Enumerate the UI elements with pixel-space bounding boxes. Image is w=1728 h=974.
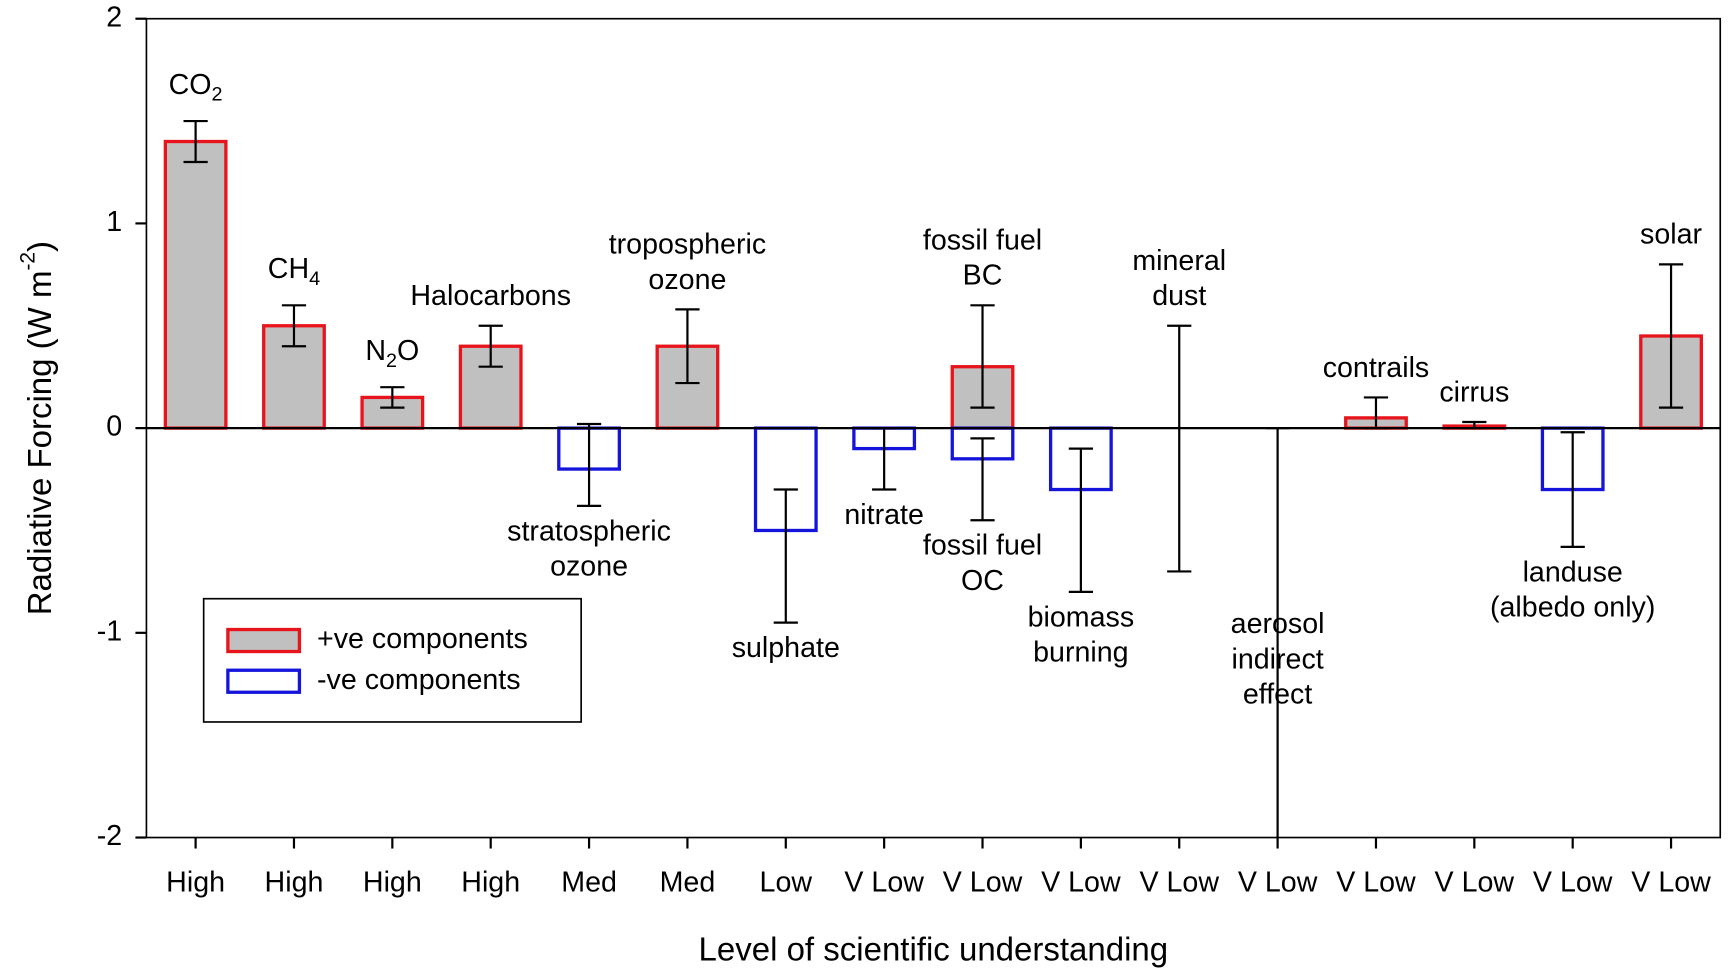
label-sub: 2: [212, 84, 223, 106]
x-tick-label: V Low: [1533, 866, 1613, 898]
bar-label: ozone: [648, 263, 726, 295]
bar-label: cirrus: [1439, 376, 1509, 408]
x-axis-label: Level of scientific understanding: [699, 931, 1169, 968]
bar-label: Halocarbons: [410, 280, 571, 312]
label-text: cirrus: [1439, 376, 1509, 408]
x-tick-label: High: [461, 866, 520, 898]
label-text: BC: [963, 259, 1003, 291]
label-text: burning: [1033, 636, 1128, 668]
label-text: CO: [169, 68, 212, 100]
label-text: tropospheric: [609, 228, 766, 260]
bar-label: contrails: [1323, 351, 1430, 383]
bar-label: CO2: [169, 68, 223, 106]
bar-label: ozone: [550, 550, 628, 582]
x-tick-label: V Low: [1041, 866, 1121, 898]
bar-label: stratospheric: [507, 515, 671, 547]
bar-label: sulphate: [732, 632, 840, 664]
label-text: OC: [961, 564, 1004, 596]
x-tick-label: V Low: [1631, 866, 1711, 898]
x-tick-label: Med: [660, 866, 716, 898]
y-axis-label: Radiative Forcing (W m-2): [16, 241, 57, 615]
y-tick-label: 1: [106, 206, 122, 238]
x-tick-label: High: [265, 866, 324, 898]
x-tick-label: Med: [561, 866, 617, 898]
bar-label: nitrate: [844, 499, 924, 531]
bar-label: aerosol: [1231, 608, 1325, 640]
label-text: solar: [1640, 218, 1702, 250]
bar-label: OC: [961, 564, 1004, 596]
bar-label: mineral: [1132, 244, 1226, 276]
x-tick-label: High: [363, 866, 422, 898]
x-tick-label: High: [166, 866, 225, 898]
label-text: stratospheric: [507, 515, 671, 547]
bar-label: solar: [1640, 218, 1702, 250]
label-text: contrails: [1323, 351, 1430, 383]
y-tick-label: 0: [106, 411, 122, 443]
bar-label: burning: [1033, 636, 1128, 668]
label-text: CH: [268, 253, 309, 285]
x-tick-label: V Low: [943, 866, 1023, 898]
legend-swatch: [226, 627, 302, 654]
label-text: nitrate: [844, 499, 924, 531]
bar-label: dust: [1152, 280, 1206, 312]
bar-label: tropospheric: [609, 228, 766, 260]
bar-label: N2O: [365, 335, 419, 373]
label-text: indirect: [1231, 643, 1323, 675]
label-after: O: [397, 335, 419, 367]
y-tick-label: 2: [106, 1, 122, 33]
bar-label: biomass: [1028, 601, 1135, 633]
label-text: (albedo only): [1490, 591, 1655, 623]
bar-label: BC: [963, 259, 1003, 291]
label-text: sulphate: [732, 632, 840, 664]
label-text: fossil fuel: [923, 224, 1042, 256]
x-tick-label: V Low: [1139, 866, 1219, 898]
label-text: landuse: [1523, 556, 1623, 588]
legend-swatch: [226, 668, 302, 694]
x-tick-label: V Low: [1336, 866, 1416, 898]
x-tick-label: V Low: [844, 866, 924, 898]
bar-label: fossil fuel: [923, 224, 1042, 256]
label-text: aerosol: [1231, 608, 1325, 640]
label-text: ozone: [648, 263, 726, 295]
bar-label: fossil fuel: [923, 529, 1042, 561]
legend-label: +ve components: [317, 623, 528, 655]
legend-box: [202, 597, 582, 723]
y-label-after: ): [21, 241, 58, 252]
bar-label: CH4: [268, 253, 320, 291]
label-sub: 2: [386, 350, 397, 372]
label-text: mineral: [1132, 244, 1226, 276]
bar-label: landuse: [1523, 556, 1623, 588]
label-text: ozone: [550, 550, 628, 582]
label-text: dust: [1152, 280, 1206, 312]
y-label-text: Radiative Forcing (W m: [21, 271, 58, 616]
bar-label: (albedo only): [1490, 591, 1655, 623]
label-text: N: [365, 335, 386, 367]
legend-label: -ve components: [317, 664, 521, 696]
label-text: effect: [1243, 678, 1313, 710]
label-text: biomass: [1028, 601, 1135, 633]
label-text: Halocarbons: [410, 280, 571, 312]
label-text: fossil fuel: [923, 529, 1042, 561]
label-sub: 4: [309, 268, 320, 290]
y-tick-label: -1: [97, 615, 122, 647]
x-tick-label: V Low: [1435, 866, 1515, 898]
y-tick-label: -2: [97, 820, 122, 852]
x-tick-label: Low: [760, 866, 813, 898]
bar-label: effect: [1243, 678, 1313, 710]
x-tick-label: V Low: [1238, 866, 1318, 898]
y-label-sup: -2: [16, 252, 39, 271]
bar-label: indirect: [1231, 643, 1323, 675]
bar: [163, 139, 228, 430]
